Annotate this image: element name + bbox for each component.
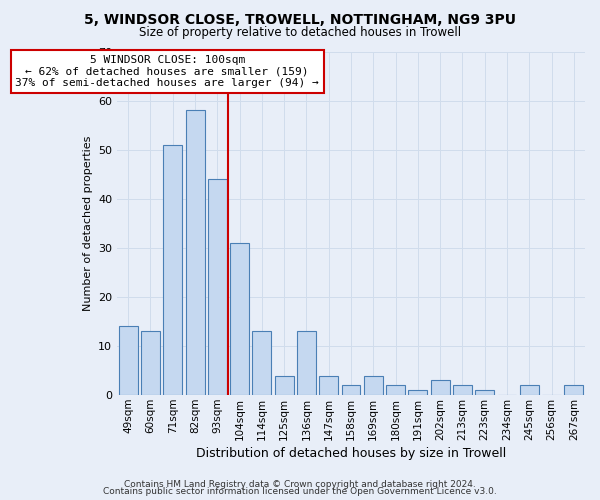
- Bar: [208, 179, 227, 395]
- Bar: [319, 376, 338, 395]
- Text: Contains HM Land Registry data © Crown copyright and database right 2024.: Contains HM Land Registry data © Crown c…: [124, 480, 476, 489]
- Y-axis label: Number of detached properties: Number of detached properties: [83, 136, 92, 311]
- Bar: [520, 386, 539, 395]
- Text: Size of property relative to detached houses in Trowell: Size of property relative to detached ho…: [139, 26, 461, 39]
- Bar: [185, 110, 205, 395]
- Bar: [275, 376, 293, 395]
- Text: Contains public sector information licensed under the Open Government Licence v3: Contains public sector information licen…: [103, 488, 497, 496]
- Bar: [253, 332, 271, 395]
- Bar: [453, 386, 472, 395]
- Bar: [163, 145, 182, 395]
- Text: 5 WINDSOR CLOSE: 100sqm
← 62% of detached houses are smaller (159)
37% of semi-d: 5 WINDSOR CLOSE: 100sqm ← 62% of detache…: [16, 55, 319, 88]
- Bar: [141, 332, 160, 395]
- Bar: [364, 376, 383, 395]
- Bar: [565, 386, 583, 395]
- X-axis label: Distribution of detached houses by size in Trowell: Distribution of detached houses by size …: [196, 447, 506, 460]
- Bar: [119, 326, 137, 395]
- Bar: [386, 386, 405, 395]
- Bar: [230, 243, 249, 395]
- Bar: [431, 380, 449, 395]
- Bar: [409, 390, 427, 395]
- Bar: [341, 386, 361, 395]
- Text: 5, WINDSOR CLOSE, TROWELL, NOTTINGHAM, NG9 3PU: 5, WINDSOR CLOSE, TROWELL, NOTTINGHAM, N…: [84, 12, 516, 26]
- Bar: [475, 390, 494, 395]
- Bar: [297, 332, 316, 395]
